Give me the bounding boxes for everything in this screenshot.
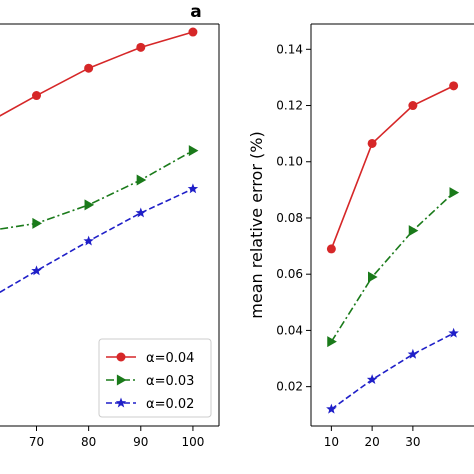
panel-b-series-2-point — [366, 374, 378, 385]
panel-b-series-1-point — [368, 271, 378, 283]
legend-swatch-marker-2 — [115, 397, 127, 408]
panel-b-series-1-point — [449, 187, 460, 199]
panel-b-series-1-line — [330, 192, 455, 343]
legend: α=0.04 α=0.03 α=0.02 — [98, 338, 212, 418]
panel-a-series-2-line — [0, 188, 194, 294]
panel-a-x-tick-label: 80 — [81, 435, 96, 449]
panel-a-series-1-point — [84, 199, 95, 211]
panel-a-series-0-point — [84, 63, 94, 73]
panel-b-y-axis-label: mean relative error (%) — [247, 131, 266, 318]
panel-b-x-tick-label: 10 — [324, 435, 339, 449]
panel-b: mean relative error (%) 10 20 30 0.02 0.04 0.… — [247, 23, 474, 449]
panel-b-series-0-point — [367, 138, 377, 148]
panel-a-series-0-line — [0, 31, 194, 117]
panel-b-plot — [326, 81, 460, 414]
panel-a-series-2-point — [135, 207, 147, 218]
panel-b-series-2-point — [407, 348, 419, 359]
panel-a-series-0-point — [188, 27, 198, 37]
panel-b-y-tick-label: 0.06 — [276, 267, 303, 281]
panel-b-ticks: 10 20 30 0.02 0.04 0.06 0.08 0.10 0.12 0.14 — [276, 42, 420, 449]
panel-b-series-1-point — [327, 336, 337, 348]
panel-a-series-1-point — [188, 145, 199, 157]
panel-a-x-tick-label: 70 — [29, 435, 44, 449]
panel-b-series-2-line — [330, 332, 454, 410]
panel-b-y-tick-label: 0.02 — [276, 380, 303, 394]
panel-a-series-0-point — [136, 42, 146, 52]
panel-b-series-0-line — [330, 85, 454, 250]
panel-a-label: a — [190, 2, 201, 22]
panel-b-series-0-point — [408, 101, 418, 111]
panel-a-x-tick-label: 90 — [133, 435, 148, 449]
panel-a-series-1-point — [136, 174, 147, 186]
legend-entry-1: α=0.03 — [146, 374, 194, 389]
panel-a-plot — [0, 27, 199, 294]
panel-a-series-0-point — [32, 91, 41, 101]
legend-entry-0: α=0.04 — [146, 351, 194, 366]
panel-a-series-1-line — [0, 149, 194, 230]
panel-a-series-2-point — [31, 265, 42, 276]
panel-b-y-tick-label: 0.14 — [276, 42, 303, 56]
panel-a-series-2-point — [83, 235, 94, 246]
panel-b-y-tick-label: 0.10 — [276, 155, 303, 169]
panel-b-series-0-point — [449, 81, 459, 91]
panel-a: a 70 80 90 100 α=0.04 α=0.03 α=0.02 — [0, 2, 220, 449]
panel-b-x-tick-label: 30 — [405, 435, 420, 449]
legend-frame — [98, 338, 212, 418]
panel-b-y-tick-label: 0.04 — [276, 323, 303, 337]
panel-a-x-tick-label: 100 — [181, 435, 204, 449]
panel-b-x-tick-label: 20 — [364, 435, 379, 449]
legend-swatch-marker-1 — [116, 374, 127, 386]
panel-b-y-tick-label: 0.12 — [276, 99, 303, 113]
panel-b-series-2-point — [448, 327, 459, 338]
legend-swatch-marker-0 — [116, 352, 126, 362]
panel-b-series-1-point — [408, 225, 419, 237]
panel-a-series-1-point — [32, 217, 42, 229]
panel-b-series-2-point — [326, 403, 337, 414]
legend-entry-2: α=0.02 — [146, 397, 194, 412]
panel-a-series-2-point — [187, 183, 199, 194]
panel-b-series-0-point — [326, 244, 336, 254]
panel-a-x-ticks: 70 80 90 100 — [29, 426, 204, 449]
panel-b-y-tick-label: 0.08 — [276, 211, 303, 225]
